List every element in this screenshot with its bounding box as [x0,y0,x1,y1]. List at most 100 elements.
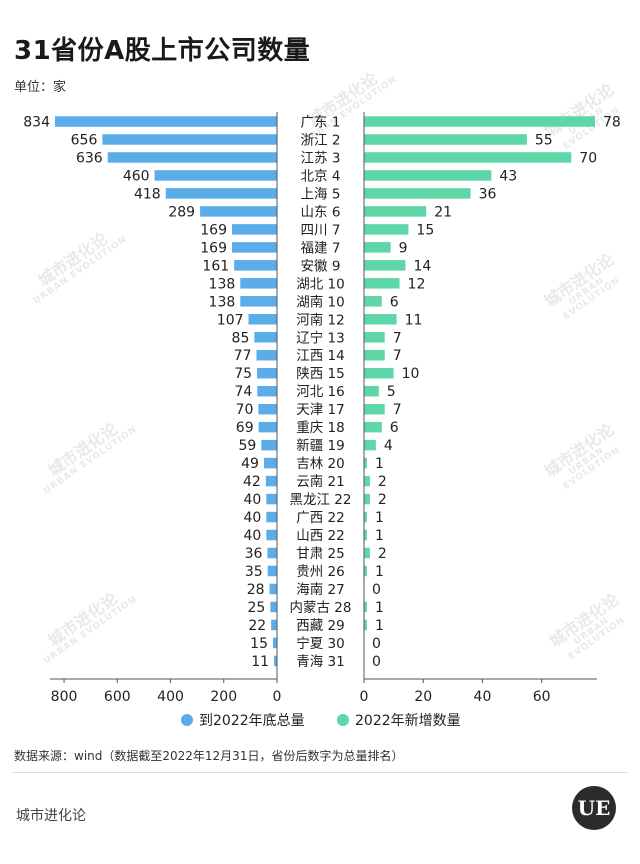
province-label: 湖北 10 [296,276,344,292]
new-bar [364,421,382,433]
total-value-label: 169 [200,222,227,238]
province-label: 宁夏 30 [296,635,344,652]
total-bar [269,583,277,595]
total-bar [240,296,277,307]
new-value-label: 6 [390,294,399,310]
province-label: 江苏 3 [301,150,341,166]
new-value-label: 0 [372,654,381,670]
legend-marker-total [181,714,193,726]
new-value-label: 43 [499,168,517,184]
province-label: 吉林 20 [296,456,344,472]
legend-marker-new [337,714,349,726]
left-axis-tick-label: 200 [210,689,237,705]
new-bar [364,224,409,235]
total-value-label: 15 [250,636,268,652]
total-bar [266,493,277,505]
new-bar [364,349,385,361]
left-axis-tick-label: 600 [104,689,131,705]
total-bar [273,637,277,649]
left-axis-tick-label: 0 [273,689,282,705]
new-value-label: 1 [375,510,384,526]
total-value-label: 169 [200,240,227,256]
new-value-label: 9 [399,240,408,256]
province-label: 江西 14 [296,348,344,364]
right-axis-tick-label: 0 [360,689,369,705]
new-value-label: 0 [372,636,381,652]
total-bar [102,134,278,145]
right-axis-tick-label: 20 [414,689,432,705]
new-value-label: 70 [579,150,597,166]
data-source-note: 数据来源：wind（数据截至2022年12月31日，省份后数字为总量排名） [14,749,404,763]
new-bar [364,529,367,541]
new-bar [364,493,370,505]
province-label: 重庆 18 [296,420,344,436]
new-value-label: 78 [603,115,621,131]
new-bar [364,314,397,325]
new-value-label: 55 [535,132,553,148]
total-bar [240,278,277,289]
province-label: 浙江 2 [301,132,341,148]
total-bar [154,170,277,181]
new-value-label: 5 [387,384,396,400]
total-bar [266,529,277,541]
new-value-label: 6 [390,420,399,436]
new-value-label: 36 [479,186,497,202]
province-label: 广西 22 [296,510,344,526]
total-bar [258,421,277,433]
new-bar [364,278,400,289]
total-bar [274,655,277,667]
province-label: 云南 21 [296,474,344,490]
new-bar [364,457,367,469]
total-value-label: 107 [217,312,244,328]
province-label: 福建 7 [301,240,341,256]
total-value-label: 11 [251,654,269,670]
province-label: 四川 7 [301,222,341,238]
footer-brand: 城市进化论 [16,808,86,824]
legend-label-total: 到2022年底总量 [199,713,305,729]
legend-label-new: 2022年新增数量 [355,713,461,729]
total-value-label: 75 [234,366,252,382]
province-label: 贵州 26 [296,564,344,580]
new-value-label: 12 [408,276,426,292]
unit-label: 单位：家 [14,80,67,95]
province-label: 海南 27 [296,582,344,598]
province-label: 河南 12 [296,312,344,328]
new-bar [364,242,391,253]
new-bar [364,385,379,397]
new-value-label: 1 [375,600,384,616]
total-bar [107,152,277,163]
total-bar [165,188,277,199]
new-value-label: 2 [378,546,387,562]
province-label: 青海 31 [296,654,344,670]
total-bar [261,439,277,451]
new-value-label: 1 [375,528,384,544]
new-value-label: 1 [375,456,384,472]
total-value-label: 40 [244,510,262,526]
total-bar [248,314,277,325]
new-value-label: 15 [416,222,434,238]
province-label: 山西 22 [296,528,344,544]
new-bar [364,188,471,199]
total-value-label: 138 [209,276,236,292]
total-bar [267,565,277,577]
right-axis-tick-label: 40 [474,689,492,705]
total-value-label: 70 [236,402,254,418]
new-value-label: 7 [393,330,402,346]
province-label: 陕西 15 [296,366,344,382]
new-bar [364,134,527,145]
new-bar [364,439,376,451]
total-bar [234,260,277,271]
total-bar [266,511,277,523]
new-value-label: 21 [434,204,452,220]
new-value-label: 1 [375,564,384,580]
total-value-label: 69 [236,420,254,436]
total-value-label: 25 [248,600,266,616]
new-value-label: 0 [372,582,381,598]
province-label: 黑龙江 22 [290,492,352,508]
total-bar [232,242,277,253]
total-value-label: 40 [244,492,262,508]
total-bar [257,385,277,397]
new-bar [364,367,394,379]
new-bar [364,475,370,487]
new-bar [364,206,427,217]
